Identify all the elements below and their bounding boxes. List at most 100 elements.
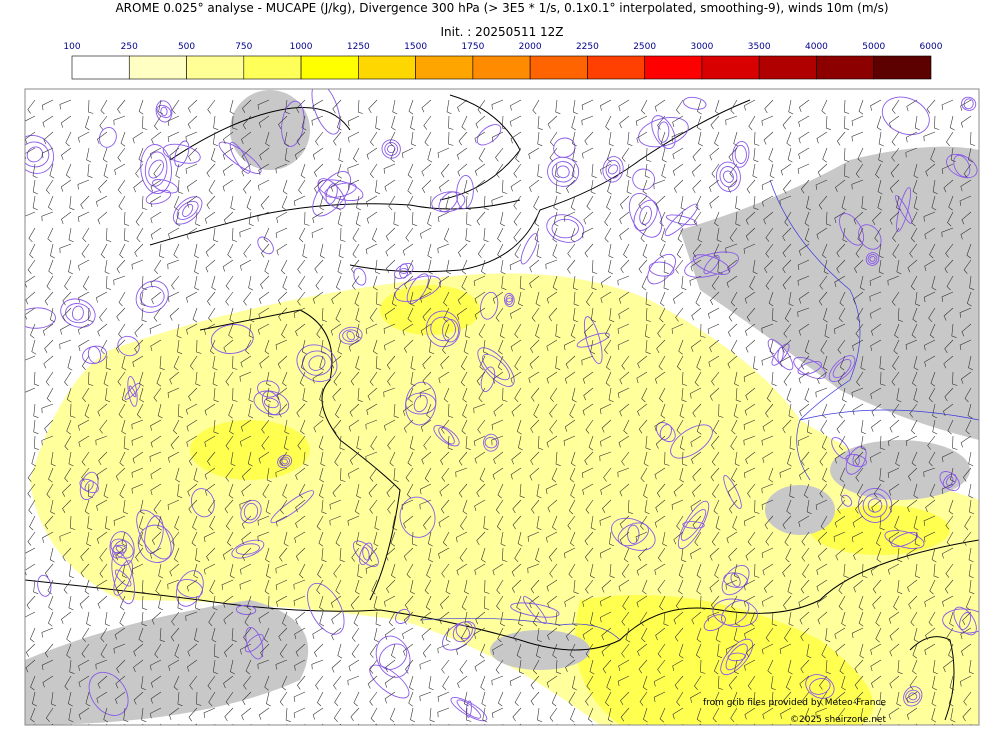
wind-barb	[563, 435, 576, 446]
wind-barb	[734, 451, 740, 467]
wind-barb	[532, 99, 540, 115]
wind-barb	[658, 355, 666, 371]
wind-barb	[747, 675, 756, 690]
wind-barb	[294, 627, 306, 639]
wind-barb	[855, 467, 864, 482]
wind-barb	[78, 291, 90, 303]
wind-barb	[671, 499, 684, 510]
wind-barb	[745, 547, 756, 561]
wind-barb	[497, 483, 504, 499]
wind-barb	[332, 483, 342, 498]
wind-barb	[475, 179, 486, 193]
wind-barb	[837, 707, 846, 722]
wind-barb	[713, 659, 720, 675]
wind-barb	[114, 163, 126, 175]
wind-barb	[905, 435, 918, 447]
wind-barb	[312, 211, 324, 224]
wind-barb	[150, 275, 162, 288]
colorbar-bin	[529, 55, 588, 80]
wind-barb	[153, 387, 162, 402]
wind-barb	[225, 467, 234, 482]
wind-barb	[549, 403, 558, 418]
wind-barb	[460, 627, 468, 643]
wind-barb	[661, 163, 667, 179]
wind-barb	[961, 323, 972, 337]
wind-barb	[78, 323, 90, 335]
wind-barb	[555, 611, 561, 627]
wind-barb	[570, 195, 576, 211]
wind-barb	[461, 115, 468, 131]
wind-barb	[99, 307, 108, 322]
wind-barb	[262, 483, 270, 499]
wind-barb	[189, 675, 198, 690]
wind-barb	[572, 675, 577, 691]
wind-barb	[552, 275, 558, 291]
wind-barb	[608, 387, 614, 403]
wind-barb	[369, 659, 378, 674]
contour	[338, 326, 363, 345]
wind-barb	[925, 627, 936, 641]
wind-barb	[531, 387, 540, 402]
wind-barb	[572, 131, 577, 147]
wind-barb	[100, 339, 108, 355]
wind-barb	[227, 531, 234, 547]
wind-barb	[673, 483, 684, 497]
wind-barb	[232, 723, 234, 725]
wind-barb	[370, 707, 378, 723]
wind-barb	[877, 179, 883, 195]
wind-barb	[496, 579, 504, 595]
wind-barb	[546, 675, 558, 688]
wind-barb	[27, 99, 36, 114]
wind-barb	[410, 371, 416, 387]
wind-barb	[764, 515, 774, 530]
wind-barb	[534, 211, 540, 227]
wind-barb	[851, 131, 864, 142]
wind-barb	[224, 643, 234, 657]
wind-barb	[571, 115, 577, 131]
wind-barb	[329, 515, 342, 526]
contour	[719, 166, 738, 188]
colorbar-bin	[186, 55, 245, 80]
wind-barb	[383, 163, 396, 174]
wind-barb	[582, 403, 594, 416]
wind-barb	[788, 611, 794, 627]
wind-barb	[862, 563, 868, 578]
wind-barb	[264, 259, 270, 275]
wind-barb	[150, 675, 162, 688]
wind-barb	[88, 99, 94, 114]
wind-barb	[710, 595, 720, 610]
wind-barb	[168, 227, 180, 239]
wind-barb	[590, 307, 597, 323]
wind-barb	[915, 563, 921, 579]
wind-barb	[924, 643, 936, 656]
wind-barb	[149, 323, 162, 334]
wind-barb	[599, 451, 612, 462]
contour	[394, 275, 442, 302]
wind-barb	[786, 131, 792, 147]
wind-barb	[105, 723, 108, 725]
wind-barb	[618, 307, 630, 319]
wind-barb	[422, 179, 432, 193]
wind-barb	[744, 99, 756, 111]
wind-barb	[896, 691, 902, 707]
wind-barb	[114, 627, 126, 640]
wind-barb	[645, 435, 651, 450]
wind-barb	[265, 499, 271, 515]
wind-barb	[212, 595, 218, 611]
wind-barb	[582, 483, 594, 495]
wind-barb	[194, 243, 200, 259]
wind-barb	[896, 387, 902, 403]
wind-barb	[501, 115, 508, 130]
wind-barb	[618, 435, 630, 448]
wind-barb	[296, 99, 306, 113]
contour	[308, 355, 326, 371]
contour	[953, 606, 977, 636]
wind-barb	[63, 579, 72, 594]
contour	[732, 141, 750, 168]
wind-barb	[891, 147, 900, 162]
wind-barb	[474, 627, 486, 639]
wind-barb	[711, 435, 720, 450]
wind-barb	[169, 563, 180, 577]
wind-barb	[495, 147, 504, 162]
